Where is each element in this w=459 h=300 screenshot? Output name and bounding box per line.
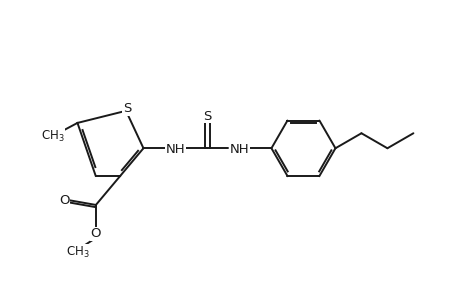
Text: S: S [123, 102, 131, 115]
Text: NH: NH [229, 143, 249, 156]
Text: NH: NH [165, 143, 185, 156]
Text: CH$_3$: CH$_3$ [66, 245, 90, 260]
Text: S: S [203, 110, 211, 123]
Text: O: O [90, 227, 101, 240]
Text: CH$_3$: CH$_3$ [41, 128, 64, 144]
Text: O: O [59, 194, 69, 207]
